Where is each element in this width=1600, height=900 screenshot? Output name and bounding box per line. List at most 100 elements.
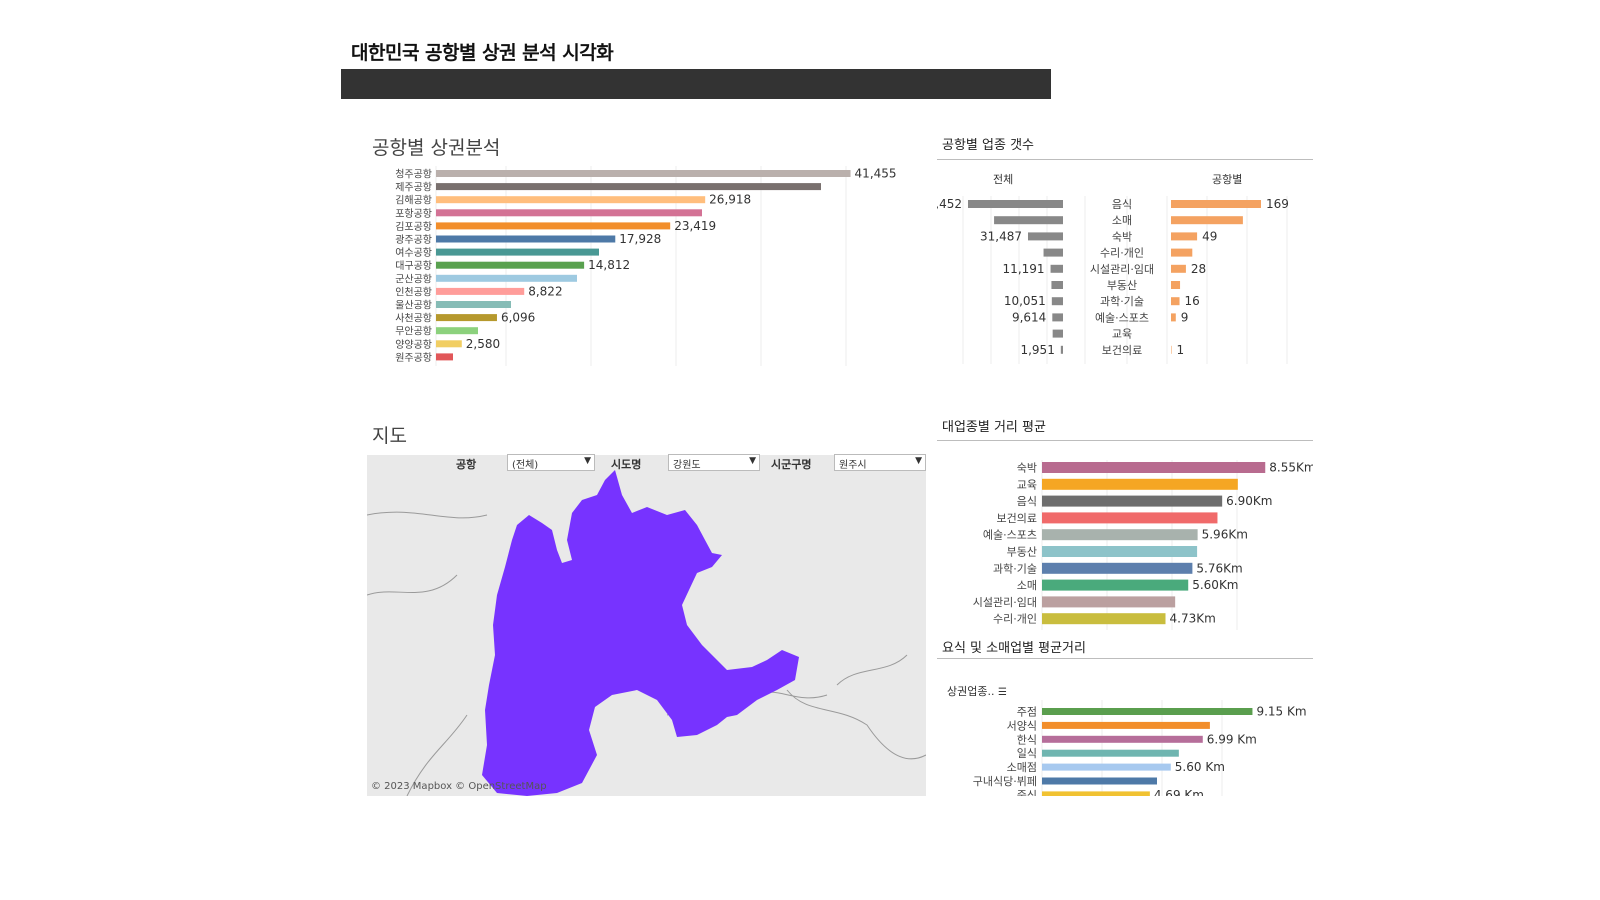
bar: [1042, 613, 1166, 625]
bar: [1042, 546, 1198, 557]
category-label: 보건의료: [997, 512, 1037, 525]
category-label: 소매: [1017, 579, 1037, 592]
bar: [1171, 200, 1261, 208]
bar: [436, 209, 702, 217]
value-label: 6.99 Km: [1207, 732, 1257, 746]
airport-column-header: 공항별: [1212, 173, 1243, 186]
food-retail-distance-title: 요식 및 소매업별 평균거리: [942, 641, 1086, 656]
value-label: 41,455: [855, 167, 897, 181]
category-label: 수리·개인: [993, 613, 1037, 626]
industry-count-divider: [937, 159, 1313, 160]
bar: [436, 287, 525, 295]
sort-field-text: 상권업종..: [947, 685, 995, 698]
bar: [436, 301, 511, 308]
category-label: 예술·스포츠: [983, 529, 1037, 542]
bar: [1171, 297, 1180, 306]
value-label: 49: [1202, 229, 1217, 243]
category-label: 양양공항: [395, 339, 432, 351]
filter-sigungu-value: 원주시: [839, 460, 867, 471]
bar: [436, 196, 706, 204]
total-column-header: 전체: [993, 173, 1014, 186]
bar: [436, 248, 599, 256]
region-polygon[interactable]: [482, 470, 799, 796]
category-label: 보건의료: [1102, 344, 1142, 357]
filter-airport-dropdown[interactable]: (전체) ▼: [507, 454, 595, 471]
category-label: 청주공항: [395, 169, 432, 181]
value-label: 169: [1266, 197, 1289, 211]
value-label: 5.96Km: [1202, 528, 1248, 542]
title-banner: [341, 69, 1051, 99]
bar: [968, 200, 1063, 208]
category-label: 한식: [1017, 733, 1037, 746]
bar: [1042, 512, 1218, 524]
bar: [1171, 264, 1186, 273]
category-label: 대구공항: [395, 260, 432, 272]
category-label: 포항공항: [395, 208, 432, 220]
bar: [436, 222, 671, 230]
bar: [1042, 596, 1176, 608]
category-label: 일식: [1017, 746, 1037, 760]
category-label: 부동산: [1107, 279, 1137, 292]
filter-sigungu-dropdown[interactable]: 원주시 ▼: [834, 454, 926, 471]
category-label: 교육: [1112, 328, 1132, 341]
category-label: 숙박: [1112, 230, 1132, 243]
bar: [1171, 232, 1198, 241]
value-label: 5.60 Km: [1175, 760, 1225, 774]
bar: [1042, 791, 1150, 796]
value-label: 10,051: [1004, 294, 1046, 308]
category-label: 사천공항: [395, 313, 432, 325]
value-label: 4.69 Km: [1154, 788, 1204, 796]
filter-sido-dropdown[interactable]: 강원도 ▼: [668, 454, 760, 471]
industry-distance-divider: [937, 440, 1313, 441]
value-label: 17,928: [619, 232, 661, 246]
value-label: 8,822: [528, 284, 562, 298]
category-label: 구내식당·뷔페: [973, 775, 1037, 788]
bar: [1042, 529, 1198, 541]
category-label: 주점: [1017, 706, 1037, 719]
bar: [1042, 735, 1203, 743]
value-label: 6,096: [501, 311, 535, 325]
sort-icon[interactable]: ☰: [997, 687, 1007, 698]
bar: [436, 327, 478, 335]
category-label: 교육: [1017, 478, 1037, 491]
filter-sigungu-label: 시군구명: [771, 458, 812, 471]
bar: [1042, 721, 1210, 729]
value-label: 5.76Km: [1196, 561, 1242, 575]
value-label: 31,487: [980, 229, 1022, 243]
value-label: 14,812: [588, 258, 630, 272]
category-label: 중식: [1017, 789, 1037, 796]
category-label: 시설관리·임대: [973, 596, 1037, 609]
bar: [1042, 478, 1238, 490]
value-label: 8.55Km: [1269, 461, 1313, 475]
category-label: 음식: [1017, 495, 1037, 508]
category-label: 과학·기술: [1100, 295, 1144, 308]
industry-count-title: 공항별 업종 갯수: [942, 138, 1034, 153]
bar: [436, 170, 851, 177]
bar: [1042, 763, 1171, 771]
filter-sido-label: 시도명: [611, 458, 642, 471]
category-label: 부동산: [1007, 546, 1037, 559]
bar: [1171, 313, 1176, 322]
region-map[interactable]: © 2023 Mapbox © OpenStreetMap: [367, 455, 926, 796]
category-label: 수리·개인: [1100, 247, 1144, 260]
bar: [436, 274, 577, 282]
bar: [1051, 281, 1063, 289]
category-label: 광주공항: [395, 234, 432, 246]
sort-field-label[interactable]: 상권업종.. ☰: [947, 683, 1007, 699]
bar: [1042, 749, 1179, 757]
bar: [436, 183, 821, 191]
category-label: 원주공항: [395, 352, 432, 364]
map-title: 지도: [372, 425, 407, 447]
bar: [1171, 216, 1243, 225]
value-label: 11,191: [1003, 262, 1045, 276]
bar: [1042, 579, 1189, 591]
value-label: 9.15 Km: [1256, 705, 1306, 719]
bar: [1027, 232, 1063, 241]
category-label: 여수공항: [395, 247, 432, 259]
bar: [1171, 281, 1181, 289]
bar: [1042, 562, 1193, 574]
category-label: 음식: [1112, 198, 1132, 211]
value-label: 26,918: [709, 193, 751, 207]
